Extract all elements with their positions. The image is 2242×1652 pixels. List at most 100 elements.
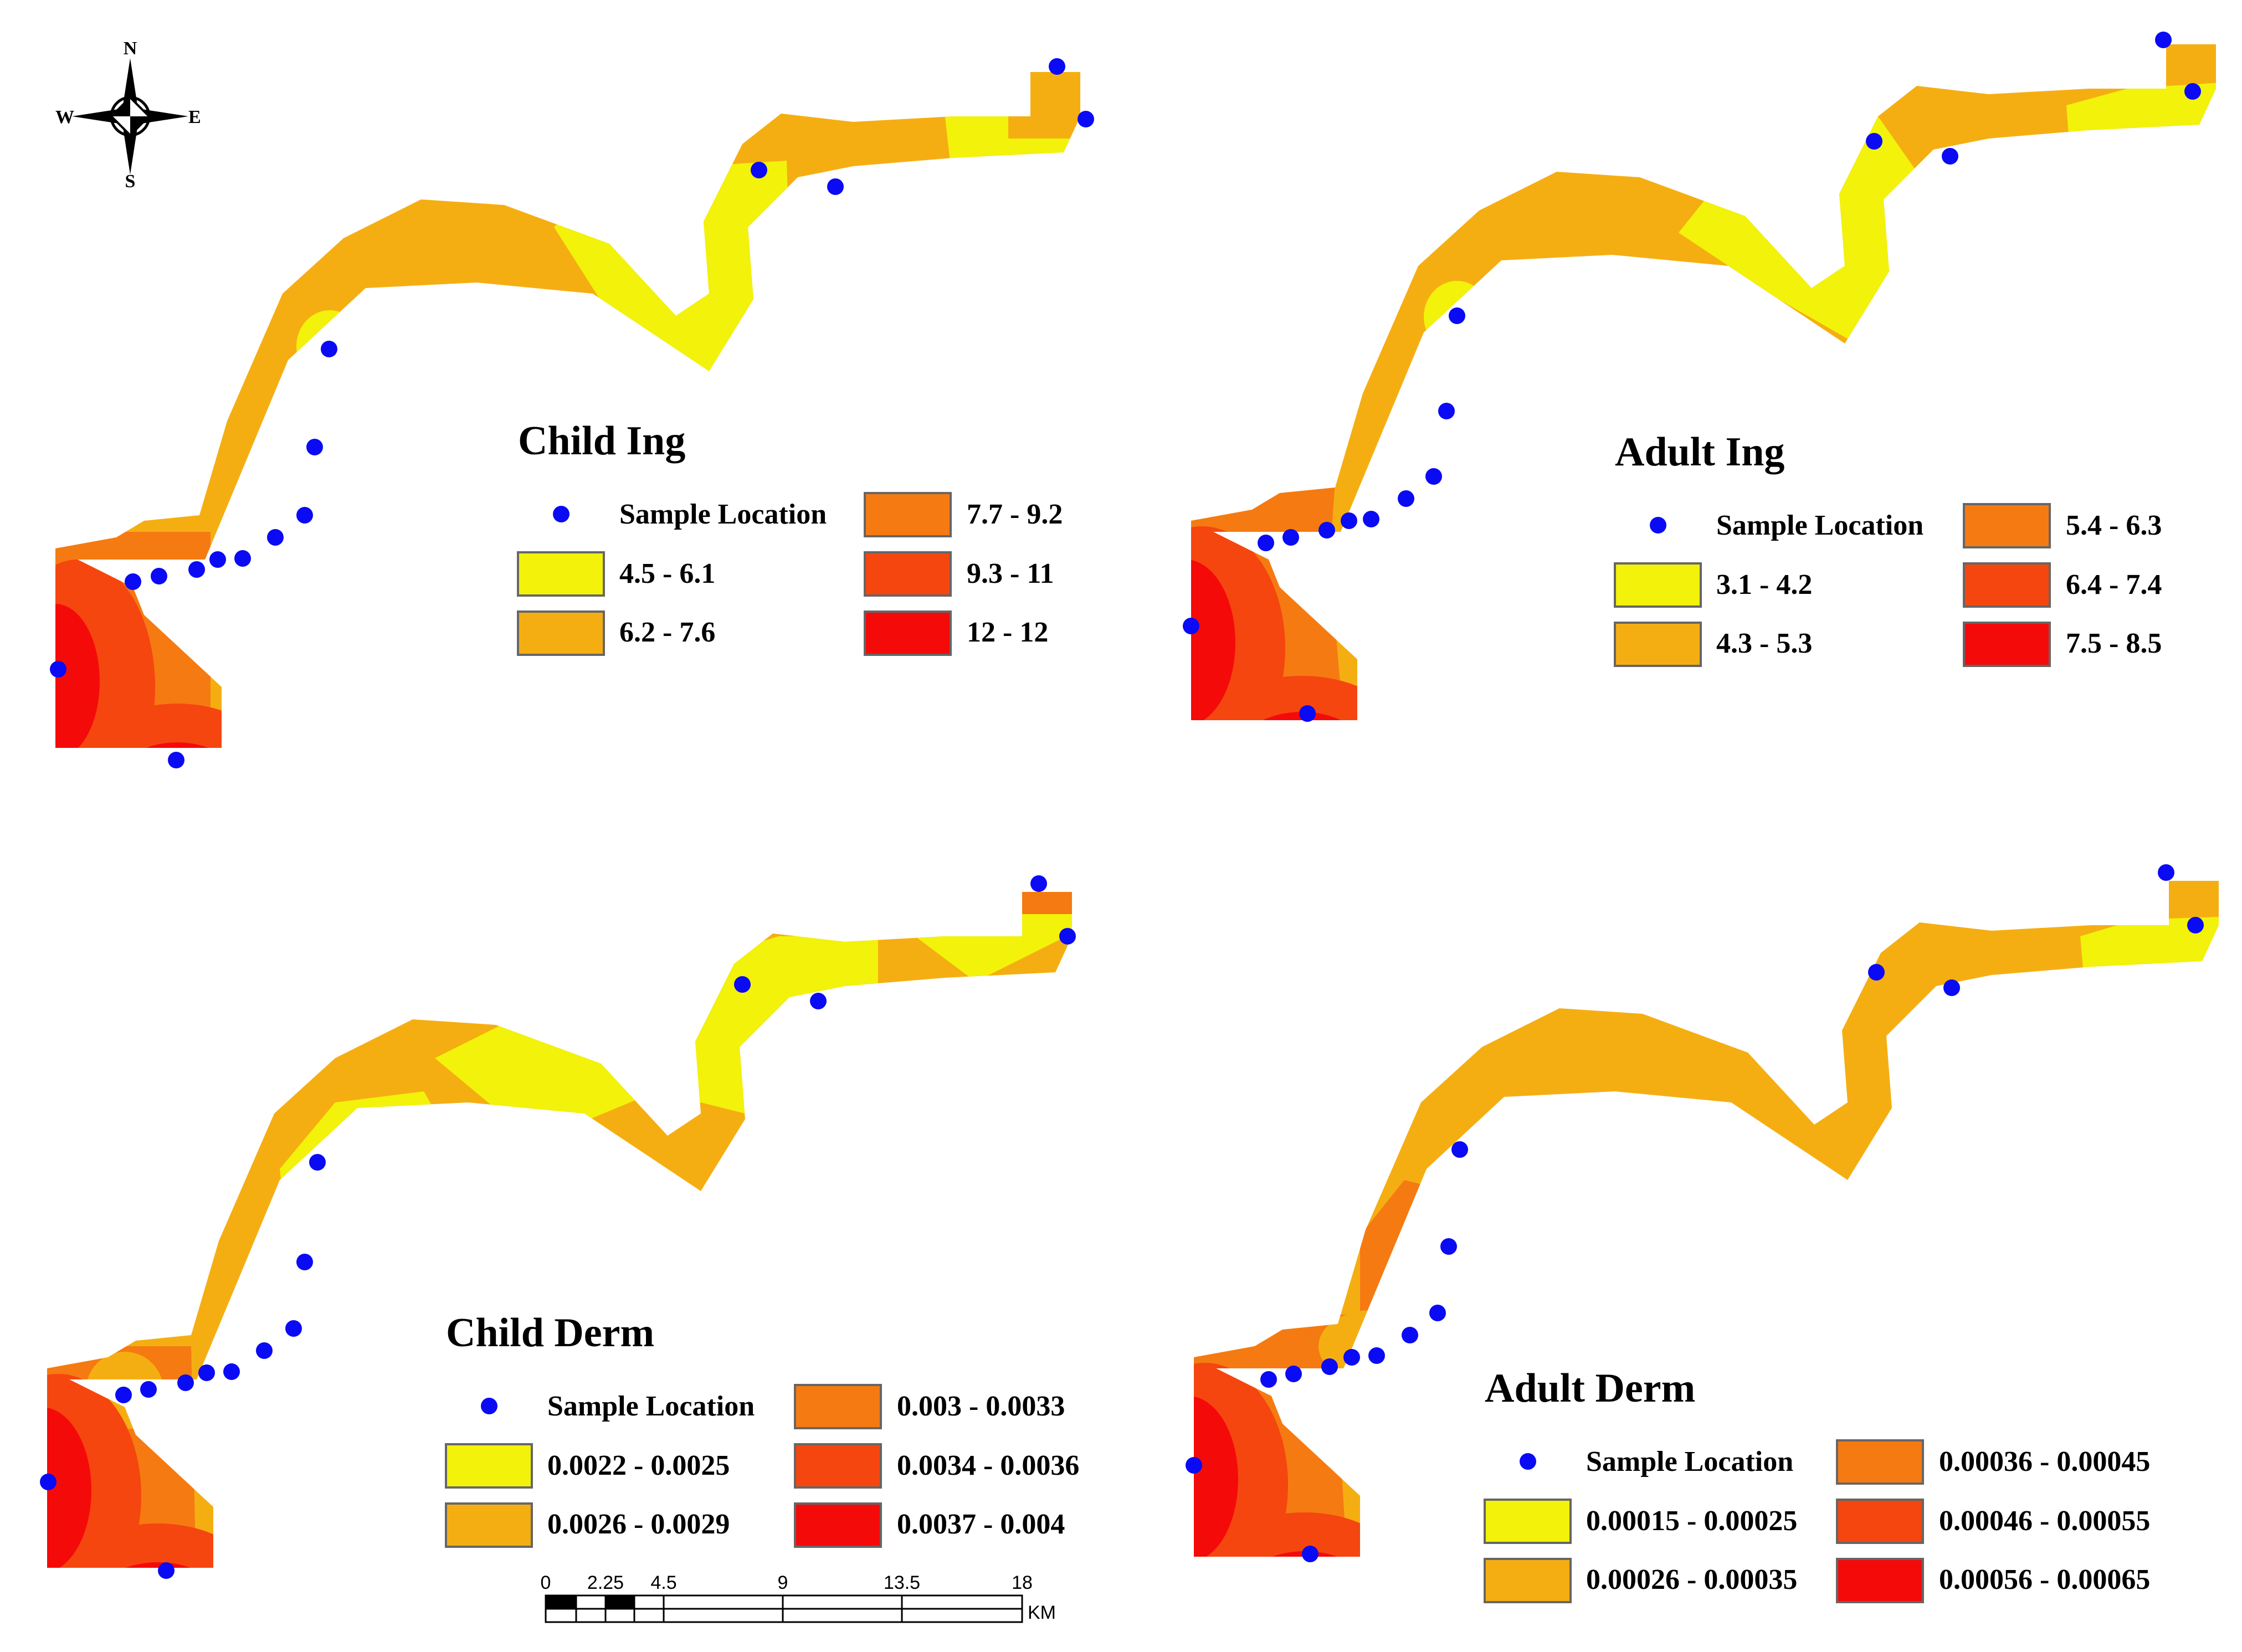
zone-class5 <box>47 1407 91 1568</box>
legend-title: Adult Ing <box>1615 429 1784 475</box>
sample-point <box>1285 1366 1302 1382</box>
zone-class4 <box>78 704 277 748</box>
legend-swatch-class4 <box>864 551 952 597</box>
legend-swatch-class3 <box>794 1384 882 1429</box>
sample-location-icon <box>553 506 570 522</box>
zone-class3 <box>1011 892 1072 914</box>
legend-class-label: 0.00026 - 0.00035 <box>1586 1564 1797 1595</box>
legend-class-label: 0.0037 - 0.004 <box>897 1509 1065 1540</box>
sample-point <box>1868 964 1885 981</box>
zone-class5 <box>1244 1551 1366 1557</box>
legend-swatch-class2 <box>445 1502 533 1548</box>
scale-tick-label: 4.5 <box>650 1572 676 1593</box>
sample-points <box>50 58 1094 768</box>
sample-point <box>1438 403 1455 419</box>
sample-point <box>2184 83 2201 100</box>
scale-bar: 0 2.25 4.5 9 13.5 18 KM <box>541 1572 1056 1623</box>
legend-adult-ing: Adult Ing Sample Location 3.1 - 4.2 4.3 … <box>1614 429 2162 667</box>
zone-class4 <box>1202 676 1402 720</box>
zone-class1 <box>2066 78 2216 255</box>
sample-point <box>1943 979 1960 996</box>
sample-point <box>198 1364 215 1381</box>
sample-point <box>2158 864 2174 881</box>
sample-point <box>223 1363 240 1380</box>
sample-location-icon <box>1520 1453 1536 1470</box>
legend-class-label: 6.2 - 7.6 <box>619 617 715 648</box>
sample-point <box>285 1320 302 1337</box>
sample-point <box>158 1562 175 1579</box>
sample-point <box>140 1381 157 1398</box>
sample-point <box>1368 1347 1385 1364</box>
sample-point <box>1258 535 1274 551</box>
scale-unit: KM <box>1028 1602 1056 1623</box>
legend-swatch-class1 <box>1614 562 1702 608</box>
zone-class1 <box>435 936 878 1119</box>
zone-class1 <box>1414 366 1480 438</box>
sample-point <box>2155 32 2172 48</box>
legend-class-label: 7.5 - 8.5 <box>2066 628 2162 659</box>
sample-point <box>1282 529 1299 546</box>
sample-point <box>1451 1141 1468 1158</box>
legend-class-label: 0.003 - 0.0033 <box>897 1391 1065 1422</box>
legend-class-label: 0.0034 - 0.0036 <box>897 1450 1079 1481</box>
legend-swatch-class5 <box>794 1502 882 1548</box>
sample-point <box>1302 1546 1318 1562</box>
sample-point <box>1260 1371 1277 1388</box>
compass-east: E <box>188 107 201 127</box>
zone-class2 <box>2147 881 2219 914</box>
sample-point <box>50 661 66 678</box>
sample-point <box>1429 1305 1446 1321</box>
zone-class2 <box>2144 44 2216 83</box>
sample-point <box>1425 468 1442 485</box>
legend-title: Child Ing <box>518 418 685 464</box>
sample-point <box>827 178 844 195</box>
legend-sample-label: Sample Location <box>547 1391 755 1422</box>
legend-swatch-class4 <box>1963 562 2051 608</box>
zone-class5 <box>55 604 100 748</box>
zone-class1 <box>2080 914 2219 1064</box>
zone-class4 <box>58 1523 258 1568</box>
legend-swatch-class4 <box>1836 1499 1924 1544</box>
legend-class-label: 7.7 - 9.2 <box>967 499 1063 530</box>
legend-child-ing: Child Ing Sample Location 4.5 - 6.1 6.2 … <box>517 418 1063 656</box>
zone-class5 <box>97 1562 219 1568</box>
legend-swatch-class5 <box>1836 1558 1924 1603</box>
legend-title: Child Derm <box>446 1310 654 1356</box>
legend-class-label: 0.0022 - 0.0025 <box>547 1450 730 1481</box>
legend-class-label: 0.0026 - 0.0029 <box>547 1509 730 1540</box>
sample-point <box>234 550 251 567</box>
sample-point <box>40 1474 57 1490</box>
sample-point <box>1363 511 1379 527</box>
legend-swatch-class5 <box>864 610 952 656</box>
sample-point <box>1321 1358 1338 1375</box>
legend-sample-label: Sample Location <box>619 499 827 530</box>
north-arrow-icon: N S E W <box>55 38 201 192</box>
sample-point <box>321 341 337 357</box>
legend-swatch-class1 <box>445 1443 533 1489</box>
legend-class-label: 4.5 - 6.1 <box>619 558 715 589</box>
sample-point <box>1183 618 1199 634</box>
legend-swatch-class1 <box>517 551 605 597</box>
legend-adult-derm: Adult Derm Sample Location 0.00015 - 0.0… <box>1484 1366 2150 1603</box>
map-panel-adult-ing <box>1183 32 2216 722</box>
sample-point <box>306 439 323 455</box>
sample-point <box>1866 133 1882 150</box>
sample-point <box>2187 917 2204 933</box>
zone-class5 <box>1194 1396 1238 1557</box>
sample-point <box>188 561 205 578</box>
compass-north: N <box>124 38 137 59</box>
sample-point <box>1440 1238 1457 1255</box>
sample-point <box>1299 705 1316 722</box>
sample-points <box>1186 864 2204 1562</box>
legend-swatch-class3 <box>1963 503 2051 548</box>
legend-sample-label: Sample Location <box>1716 510 1923 541</box>
legend-class-label: 9.3 - 11 <box>967 558 1054 589</box>
legend-class-label: 6.4 - 7.4 <box>2066 569 2162 601</box>
zone-class5 <box>1191 560 1235 720</box>
sample-point <box>115 1387 132 1403</box>
sample-point <box>177 1374 194 1391</box>
legend-class-label: 0.00046 - 0.00055 <box>1939 1505 2150 1537</box>
sample-point <box>309 1154 326 1171</box>
sample-location-icon <box>481 1398 497 1414</box>
